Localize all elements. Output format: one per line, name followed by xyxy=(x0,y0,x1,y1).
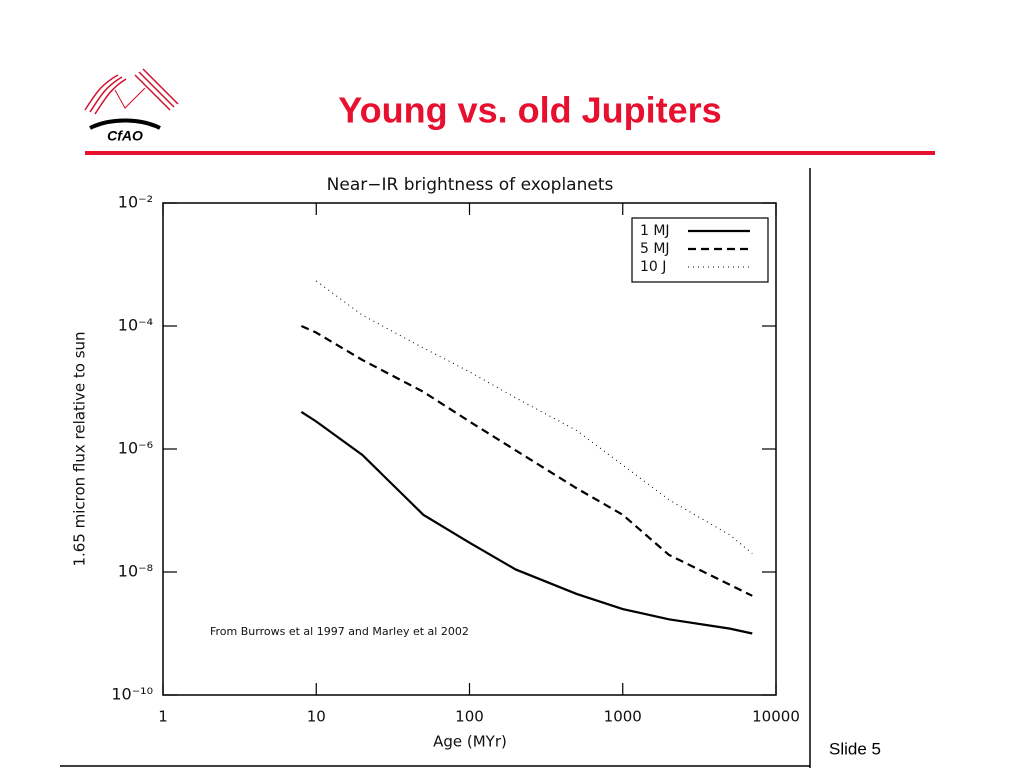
logo-text: CfAO xyxy=(107,128,143,144)
y-tick-label: 10⁻⁴ xyxy=(118,316,153,335)
x-axis-label: Age (MYr) xyxy=(433,733,507,751)
logo xyxy=(84,68,179,130)
y-axis-label: 1.65 micron flux relative to sun xyxy=(71,331,89,566)
y-tick-label: 10⁻⁶ xyxy=(118,439,153,458)
legend-label: 5 MJ xyxy=(640,241,670,257)
series-line xyxy=(300,411,753,635)
slide-title: Young vs. old Jupiters xyxy=(338,90,721,131)
series-line xyxy=(300,324,753,597)
slide-number: Slide 5 xyxy=(829,739,881,758)
x-tick-label: 10 xyxy=(307,708,326,726)
x-tick-label: 10000 xyxy=(752,708,800,726)
x-tick-label: 1000 xyxy=(604,708,642,726)
title-rule xyxy=(85,151,935,155)
legend-label: 1 MJ xyxy=(640,223,670,239)
x-tick-label: 1 xyxy=(158,708,168,726)
x-tick-label: 100 xyxy=(455,708,484,726)
legend-label: 10 J xyxy=(640,259,666,275)
annotation: From Burrows et al 1997 and Marley et al… xyxy=(210,625,469,638)
y-tick-label: 10⁻² xyxy=(118,193,153,212)
y-tick-label: 10⁻⁸ xyxy=(118,562,153,581)
y-tick-label: 10⁻¹⁰ xyxy=(111,685,153,704)
chart-title: Near−IR brightness of exoplanets xyxy=(327,175,614,195)
